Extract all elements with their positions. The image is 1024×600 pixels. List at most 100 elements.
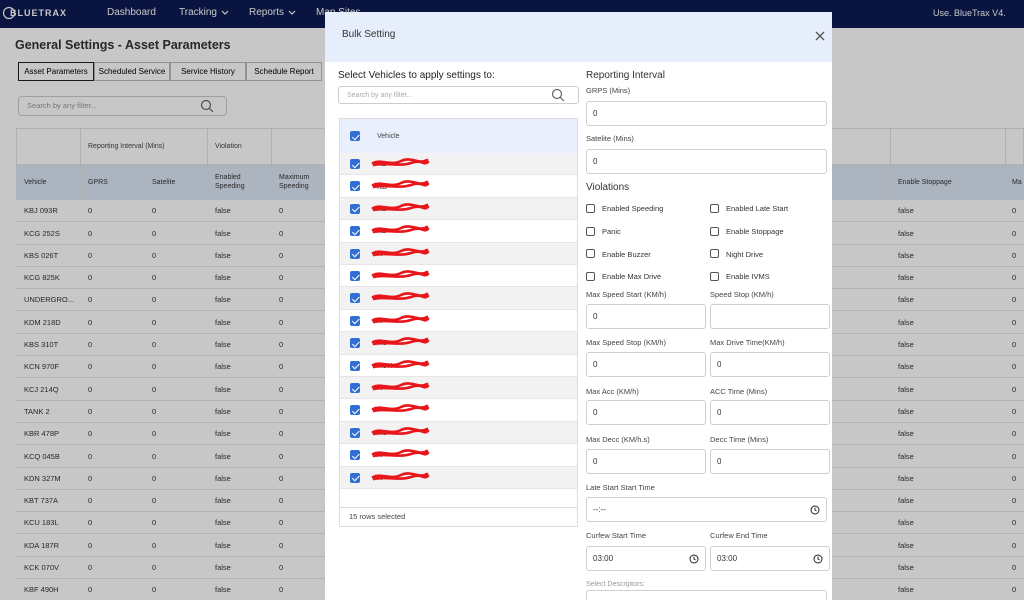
vehicle-checkbox[interactable]: [350, 271, 360, 281]
vehicle-checkbox[interactable]: [350, 383, 360, 393]
vehicle-checkbox[interactable]: [350, 159, 360, 169]
violation-checkbox[interactable]: [586, 249, 595, 259]
table-cell: false: [898, 340, 914, 350]
checkbox-label[interactable]: Enable Buzzer: [602, 249, 651, 259]
vehicle-row: [340, 242, 577, 265]
table-cell: false: [215, 429, 231, 439]
table-cell: 0: [279, 295, 284, 305]
table-cell: 0: [279, 496, 284, 506]
table-cell: 0: [1012, 317, 1017, 327]
table-cell: 0: [279, 585, 284, 595]
vehicle-checkbox[interactable]: [350, 315, 360, 326]
time-input[interactable]: [586, 497, 827, 522]
nav-item[interactable]: Reports: [249, 7, 285, 18]
vehicle-checkbox[interactable]: [350, 338, 360, 349]
search-placeholder: Search by any filter...: [347, 91, 413, 99]
field-label: Max Decc (KM/h.s): [586, 434, 650, 444]
vehicle-search[interactable]: [338, 86, 579, 104]
tab[interactable]: Scheduled Service: [94, 62, 170, 81]
text-input[interactable]: [710, 352, 830, 378]
table-cell: KCG 252S: [24, 228, 60, 238]
table-cell: KBJ 093R: [24, 206, 58, 216]
vehicle-row: [340, 354, 577, 377]
table-cell: KDN 327M: [24, 473, 61, 483]
table-cell: 0: [279, 228, 284, 238]
table-cell: false: [898, 206, 914, 216]
table-cell: KCG 825K: [24, 273, 60, 283]
field-label: Late Start Start Time: [586, 483, 655, 493]
vehicle-checkbox[interactable]: [350, 203, 360, 214]
checkbox-label[interactable]: Enabled Late Start: [726, 204, 789, 214]
search-icon: [551, 88, 565, 102]
vehicle-checkbox[interactable]: [350, 405, 360, 416]
violation-checkbox[interactable]: [710, 272, 719, 282]
chevron: [221, 10, 229, 15]
field-label: Curfew Start Time: [586, 531, 647, 541]
text-input[interactable]: [586, 352, 706, 378]
time-input[interactable]: [586, 546, 706, 571]
select-all-checkbox[interactable]: [350, 131, 360, 141]
checkbox-label[interactable]: Enable IVMS: [726, 272, 770, 282]
vehicle-checkbox[interactable]: [350, 472, 360, 483]
vehicle-checkbox[interactable]: [350, 226, 360, 237]
text-input[interactable]: [710, 304, 830, 329]
table-cell: 0: [152, 406, 157, 416]
table-cell: false: [215, 406, 231, 416]
violation-checkbox[interactable]: [710, 226, 719, 236]
violation-checkbox[interactable]: [586, 226, 595, 236]
nav-item[interactable]: Dashboard: [107, 7, 156, 18]
vehicle-row: [340, 332, 577, 355]
checkbox-label[interactable]: Enable Max Drive: [602, 272, 662, 282]
text-input[interactable]: [586, 101, 827, 126]
text-input[interactable]: [586, 448, 706, 474]
checkbox-label[interactable]: Panic: [602, 226, 621, 236]
table-cell: 0: [1012, 362, 1017, 372]
text-input[interactable]: [710, 448, 830, 474]
table-cell: 0: [88, 295, 93, 305]
text-input[interactable]: [586, 400, 706, 426]
checkbox-label[interactable]: Night Drive: [726, 249, 764, 259]
table-cell: 0: [1012, 273, 1017, 283]
vehicle-checkbox[interactable]: [350, 450, 360, 461]
vehicle-row: [340, 287, 577, 310]
tab[interactable]: Schedule Report: [246, 62, 322, 81]
text-input[interactable]: [586, 304, 706, 329]
vehicle-checkbox[interactable]: [350, 360, 360, 371]
vehicle-checkbox[interactable]: [350, 293, 360, 304]
table-cell: 0: [279, 540, 284, 550]
table-cell: false: [215, 518, 231, 528]
vehicle-checkbox[interactable]: [350, 427, 360, 438]
table-cell: false: [898, 563, 914, 573]
table-cell: 0: [1012, 563, 1017, 573]
redaction: [371, 180, 430, 189]
input-value: 0: [593, 456, 598, 466]
close-button[interactable]: [815, 31, 825, 41]
vehicle-checkbox[interactable]: [350, 181, 360, 192]
vehicle-checkbox[interactable]: [350, 248, 360, 259]
table-cell: 0: [152, 250, 157, 260]
search-box[interactable]: [18, 96, 227, 116]
text-input[interactable]: [586, 149, 827, 174]
descriptor-select[interactable]: [586, 590, 827, 600]
text-input[interactable]: [710, 400, 830, 426]
table-cell: false: [215, 362, 231, 372]
tab[interactable]: Asset Parameters: [18, 62, 94, 81]
checkbox-label[interactable]: Enable Stoppage: [726, 226, 784, 236]
table-cell: KBT 737A: [24, 496, 59, 506]
table-cell: 0: [279, 340, 284, 350]
nav-item[interactable]: Tracking: [179, 7, 217, 18]
col-divider: [890, 128, 891, 200]
violation-checkbox[interactable]: [710, 249, 719, 259]
violation-checkbox[interactable]: [586, 272, 595, 282]
tab[interactable]: Service History: [170, 62, 246, 81]
redaction: [371, 359, 430, 368]
table-cell: 0: [279, 563, 284, 573]
violation-checkbox[interactable]: [586, 204, 595, 213]
table-cell: false: [898, 228, 914, 238]
table-cell: 0: [152, 273, 157, 283]
checkbox-label[interactable]: Enabled Speeding: [602, 204, 664, 214]
time-input[interactable]: [710, 546, 830, 571]
redaction: [371, 270, 430, 279]
table-cell: false: [898, 406, 914, 416]
violation-checkbox[interactable]: [710, 204, 719, 213]
